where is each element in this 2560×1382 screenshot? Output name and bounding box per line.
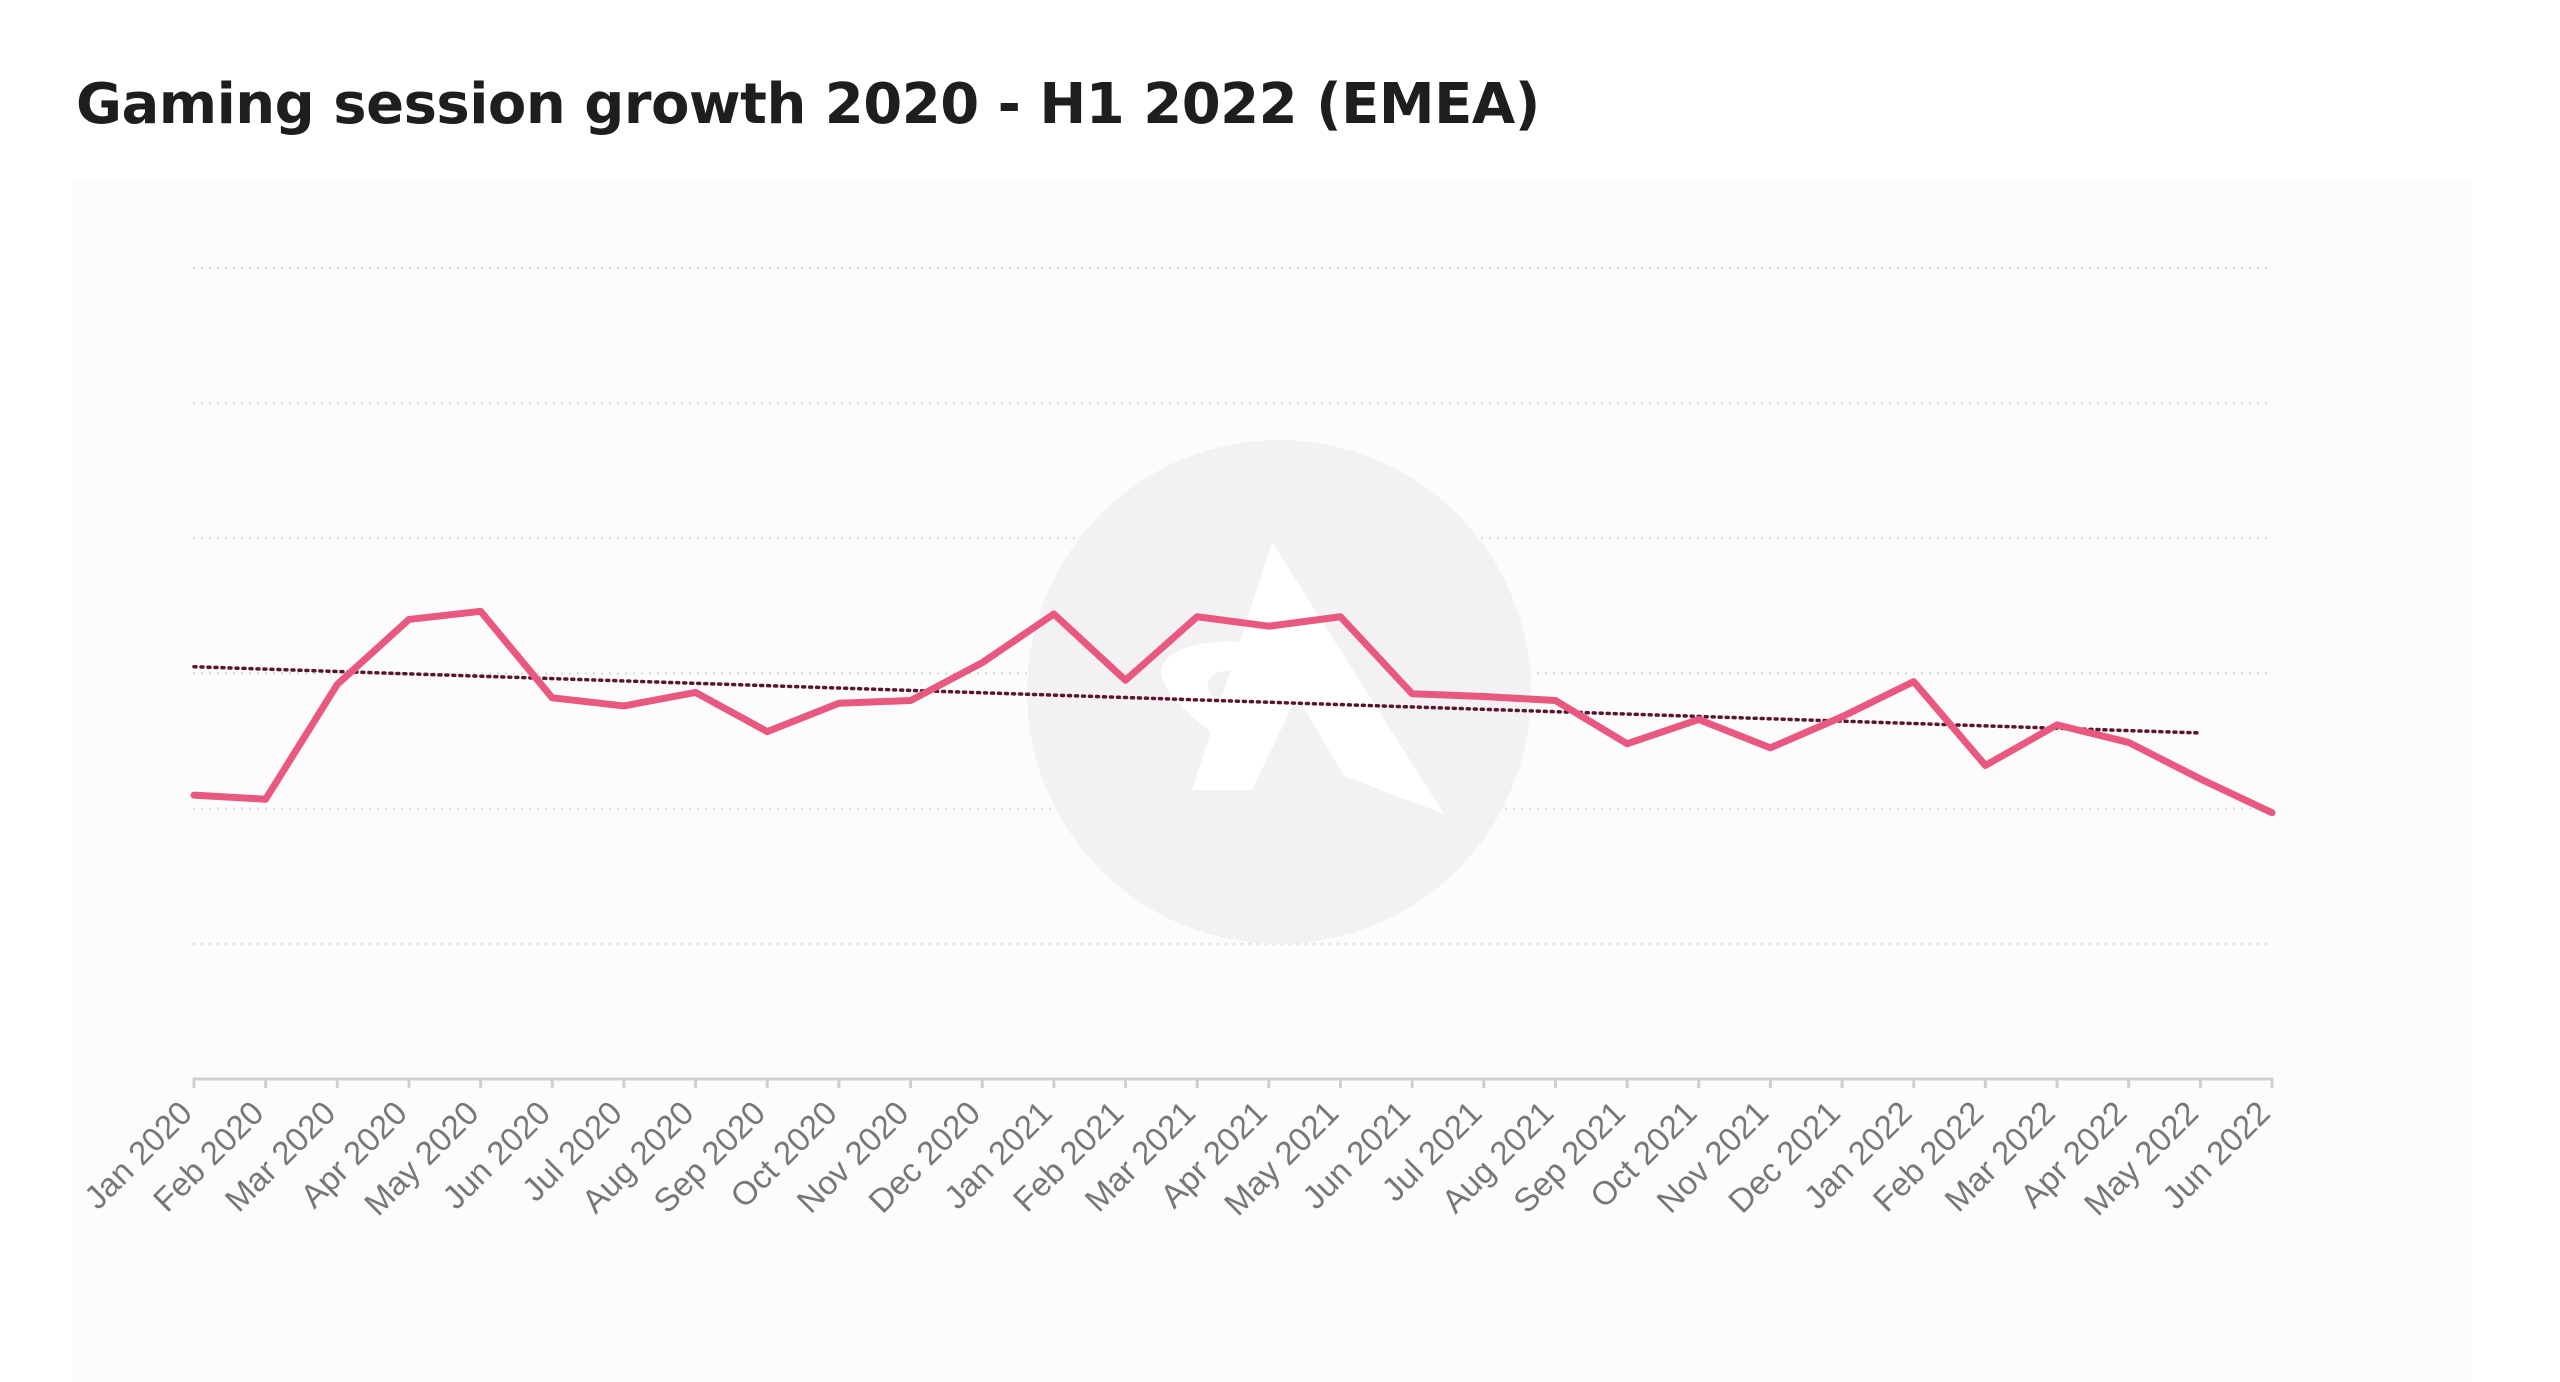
plot-panel: Jan 2020 Feb 2020 Mar 2020 Apr 2020 May 2020… <box>72 178 2472 1382</box>
data-point <box>907 697 914 704</box>
data-point <box>549 694 556 701</box>
watermark-swoosh <box>1161 641 1288 760</box>
data-point <box>2269 809 2275 816</box>
data-point <box>835 700 842 707</box>
watermark-logo <box>1027 440 1531 944</box>
trendline-path <box>192 664 2203 735</box>
data-point <box>262 796 269 803</box>
data-point <box>1624 740 1631 747</box>
trendline <box>192 664 2203 735</box>
data-point <box>1194 613 1201 620</box>
data-point <box>2125 739 2132 746</box>
data-point <box>334 681 341 688</box>
x-axis <box>192 1077 2274 1088</box>
data-point <box>620 702 627 709</box>
chart-title: Gaming session growth 2020 - H1 2022 (EM… <box>76 72 1540 137</box>
data-point <box>1695 716 1702 723</box>
data-point <box>1767 744 1774 751</box>
data-point <box>191 792 197 799</box>
series-layer <box>190 607 2276 817</box>
data-point <box>1409 690 1416 697</box>
data-point <box>1839 713 1846 720</box>
data-point <box>764 728 771 735</box>
data-point <box>1480 693 1487 700</box>
data-point <box>2197 775 2204 782</box>
data-point <box>1337 613 1344 620</box>
series-line <box>190 607 2276 817</box>
data-point <box>692 689 699 696</box>
data-point <box>979 659 986 666</box>
data-point <box>1122 677 1129 684</box>
data-point <box>2054 721 2061 728</box>
watermark-mark <box>1192 542 1444 814</box>
data-point <box>405 616 412 623</box>
data-point <box>1050 611 1057 618</box>
data-point <box>1552 697 1559 704</box>
data-point <box>1265 623 1272 630</box>
data-point <box>1910 678 1917 685</box>
data-point <box>477 608 484 615</box>
data-point <box>1982 762 1989 769</box>
